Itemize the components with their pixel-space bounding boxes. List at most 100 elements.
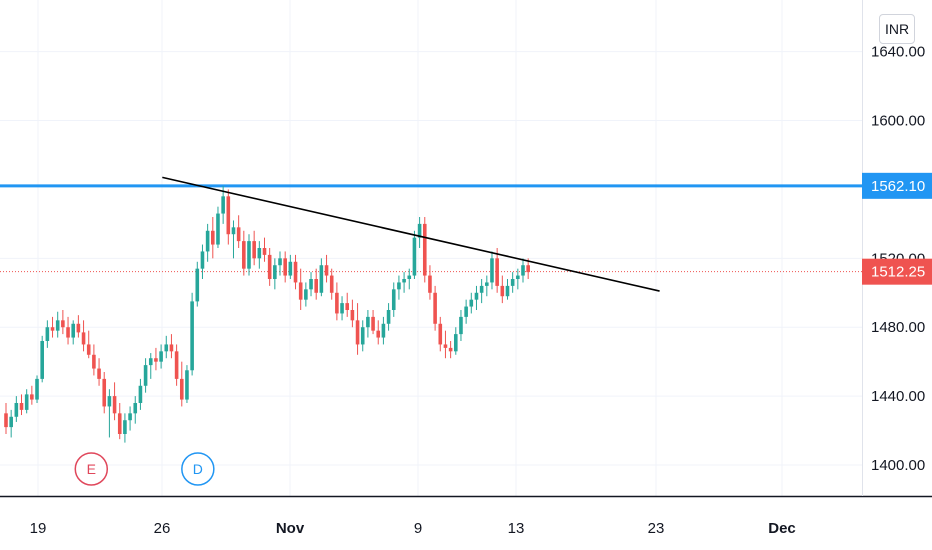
- time-tick-label: 13: [508, 520, 525, 537]
- axes: [0, 0, 932, 498]
- time-tick-label: Nov: [276, 520, 305, 537]
- candle: [92, 344, 96, 376]
- candle-body: [366, 316, 370, 328]
- candle-body: [500, 285, 505, 297]
- candle-body: [205, 230, 210, 252]
- candle: [102, 372, 107, 414]
- trendline[interactable]: [162, 176, 660, 292]
- candle-body: [397, 282, 401, 290]
- candle: [30, 385, 34, 405]
- candle-body: [221, 196, 225, 214]
- candle: [366, 310, 370, 338]
- candle-body: [479, 285, 484, 293]
- event-circle: [74, 452, 109, 486]
- candle: [350, 299, 355, 328]
- grid: [0, 0, 862, 496]
- candle: [448, 341, 453, 359]
- candle: [412, 230, 417, 279]
- candle: [278, 251, 282, 276]
- candle-body: [433, 292, 437, 324]
- candle: [242, 230, 246, 276]
- candle-body: [355, 320, 360, 345]
- candle: [211, 217, 215, 259]
- candle-body: [453, 334, 458, 352]
- candle-body: [448, 347, 453, 352]
- candle-body: [345, 303, 350, 310]
- price-tick-label: 1480.00: [871, 319, 925, 336]
- price-tick-label: 1640.00: [871, 44, 925, 61]
- candle-body: [376, 330, 381, 338]
- candle-body: [257, 248, 262, 259]
- candle: [159, 344, 163, 369]
- candle: [485, 275, 489, 297]
- candle: [117, 403, 122, 440]
- candle: [479, 279, 484, 304]
- candle-body: [288, 261, 293, 276]
- candle: [428, 265, 432, 300]
- candle-body: [112, 396, 117, 414]
- candle: [231, 220, 236, 259]
- candle: [314, 268, 318, 300]
- candle-body: [174, 351, 179, 379]
- candle: [516, 268, 520, 290]
- candle-body: [81, 332, 86, 345]
- candle-body: [428, 275, 432, 293]
- candle-body: [335, 292, 339, 314]
- candle: [257, 241, 262, 269]
- candle-body: [30, 394, 34, 400]
- price-tick-label: 1400.00: [871, 457, 925, 474]
- candle-body: [185, 370, 189, 400]
- candle: [4, 403, 8, 434]
- candle-body: [283, 258, 287, 276]
- candle-body: [19, 403, 24, 410]
- candle: [169, 334, 174, 359]
- time-axis[interactable]: 19 26 Nov 9 13 23 Dec: [30, 520, 796, 537]
- level-price-tag-bg: [862, 172, 932, 199]
- candle-body: [71, 323, 76, 338]
- candle: [304, 282, 308, 307]
- candle: [221, 186, 225, 224]
- trendline-segment: [162, 176, 660, 292]
- candle-body: [386, 310, 391, 324]
- candle: [138, 378, 143, 410]
- candle: [453, 327, 458, 355]
- candle-body: [159, 351, 163, 362]
- candle-body: [329, 275, 334, 293]
- candle: [123, 413, 127, 443]
- candle: [185, 365, 189, 403]
- time-tick-label: 9: [414, 520, 422, 537]
- candle-body: [45, 327, 50, 341]
- event-marker: D: [181, 452, 215, 486]
- candle: [360, 320, 365, 352]
- candle-body: [412, 237, 417, 276]
- candle: [154, 347, 158, 371]
- event-marker: E: [74, 452, 109, 486]
- candle-body: [391, 289, 396, 310]
- time-tick-label: Dec: [768, 520, 796, 537]
- candle-body: [169, 344, 174, 352]
- candle-body: [459, 316, 463, 335]
- candle-body: [371, 316, 375, 331]
- candle: [164, 335, 169, 359]
- candle: [345, 292, 350, 317]
- candle: [391, 282, 396, 317]
- candle-body: [443, 344, 448, 348]
- candle-body: [350, 310, 355, 321]
- candle: [148, 353, 153, 379]
- candle-body: [86, 344, 91, 355]
- candle: [376, 320, 381, 345]
- candle: [112, 382, 117, 421]
- candle-body: [485, 282, 489, 286]
- time-tick-label: 23: [648, 520, 665, 537]
- candle-body: [247, 241, 251, 269]
- candle: [298, 268, 303, 310]
- candle: [9, 409, 13, 438]
- candle-body: [107, 396, 112, 407]
- candle-body: [438, 323, 443, 345]
- candle: [35, 375, 39, 403]
- currency-button[interactable]: INR: [879, 14, 915, 44]
- candle-body: [40, 341, 44, 379]
- candle: [76, 315, 81, 338]
- candle-body: [262, 248, 267, 255]
